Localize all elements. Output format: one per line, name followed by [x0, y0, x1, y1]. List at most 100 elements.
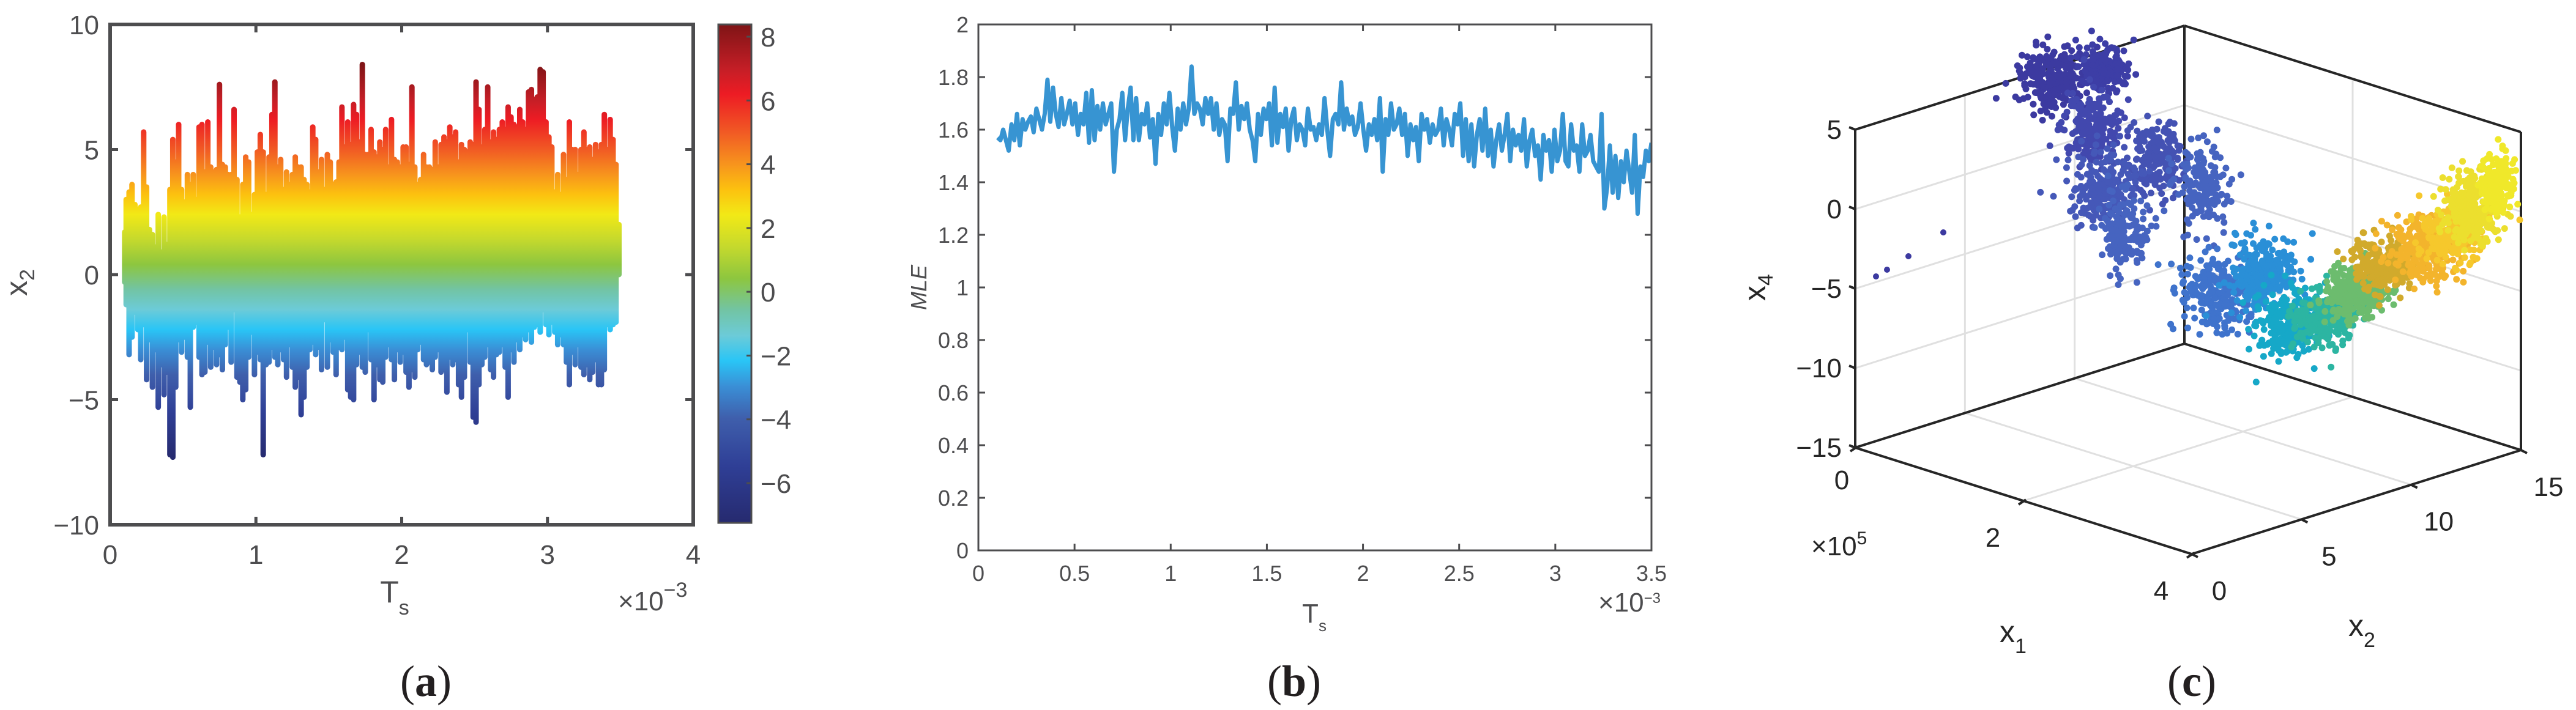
- scatter-point: [2089, 41, 2096, 48]
- scatter-point: [2220, 229, 2227, 236]
- scatter-point: [2141, 138, 2148, 145]
- scatter-point: [2181, 312, 2188, 320]
- scatter-point: [2094, 103, 2102, 111]
- scatter-point: [2213, 127, 2220, 134]
- xtick-label: 1: [248, 540, 263, 570]
- colorbar-ticks: [746, 35, 751, 484]
- x2-dense-band: [292, 209, 296, 320]
- z-tick: [1848, 285, 1856, 290]
- scatter-point: [2369, 250, 2376, 257]
- xtick-label: 0: [103, 540, 117, 570]
- scatter-point: [2411, 285, 2418, 292]
- scatter-point: [2298, 275, 2306, 283]
- scatter-point: [2058, 119, 2065, 126]
- ztick-label: 5: [1827, 115, 1842, 145]
- scatter-point: [2460, 267, 2467, 275]
- scatter-point: [2037, 108, 2044, 114]
- scatter-point: [2121, 211, 2128, 218]
- scatter-point: [2165, 167, 2173, 174]
- xtick-label: 3: [540, 540, 555, 570]
- ytick-label: 1: [956, 275, 969, 300]
- xtick-label: 2: [1357, 561, 1369, 586]
- ztick-label: −10: [1796, 353, 1842, 383]
- x2-dense-band: [607, 209, 611, 320]
- scatter-point: [2397, 226, 2405, 234]
- scatter-point: [2265, 223, 2273, 230]
- scatter-point: [2336, 287, 2343, 294]
- scatter-point: [2438, 244, 2445, 251]
- x2-dense-band: [242, 209, 247, 320]
- scatter-point: [2471, 174, 2479, 182]
- scatter-point: [2315, 339, 2322, 347]
- scatter-point: [2063, 177, 2071, 185]
- x2-dense-band: [251, 214, 255, 320]
- scatter-point: [2138, 168, 2145, 176]
- x2-dense-band: [531, 209, 535, 320]
- scatter-point: [2506, 203, 2514, 210]
- scatter-point: [2269, 340, 2277, 347]
- ytick-label: 0.4: [938, 433, 969, 458]
- scatter-point: [2419, 268, 2427, 275]
- scatter-point: [2463, 198, 2470, 205]
- x2-dense-band: [540, 209, 544, 310]
- ytick-label: 1.2: [938, 223, 969, 248]
- scatter-point: [2063, 79, 2070, 86]
- outlier-point: [1884, 267, 1890, 273]
- panel-b-ylabel: MLE: [906, 264, 931, 310]
- scatter-point: [2026, 62, 2033, 70]
- x2-scatter-bars: [122, 61, 622, 460]
- scatter-point: [2152, 215, 2159, 222]
- scatter-point: [2088, 185, 2096, 192]
- x2-dense-band: [348, 209, 352, 320]
- ytick-label: −5: [69, 386, 99, 416]
- scatter-point: [2496, 201, 2503, 207]
- scatter-point: [2113, 218, 2121, 226]
- ytick-label: 0.6: [938, 380, 969, 405]
- box-edge: [2184, 342, 2522, 451]
- scatter-point: [2271, 302, 2278, 309]
- scatter-point: [2458, 202, 2465, 210]
- scatter-point: [2233, 297, 2241, 304]
- scatter-point: [2490, 194, 2497, 202]
- x2-dense-band: [143, 209, 147, 320]
- x2-dense-band: [543, 209, 547, 310]
- scatter-point: [2243, 307, 2250, 314]
- scatter-point: [2252, 322, 2260, 330]
- scatter-point: [2021, 82, 2028, 89]
- x2-dense-band: [313, 209, 316, 320]
- scatter-point: [2477, 220, 2485, 227]
- scatter-point: [2393, 251, 2400, 258]
- scatter-point: [2225, 180, 2233, 188]
- scatter-point: [2185, 153, 2192, 161]
- scatter-point: [2165, 155, 2172, 162]
- x2-dense-band: [199, 209, 203, 320]
- scatter-point: [2212, 320, 2219, 328]
- grid-line: [1855, 263, 2185, 369]
- scatter-point: [2206, 290, 2213, 297]
- x2-dense-band: [266, 209, 270, 320]
- x2-dense-band: [353, 209, 357, 320]
- scatter-point: [2439, 261, 2446, 268]
- scatter-point: [2082, 68, 2089, 75]
- scatter-point: [2268, 272, 2275, 279]
- scatter-point: [2307, 301, 2314, 309]
- x2-dense-band: [303, 209, 308, 320]
- scatter-point: [2170, 176, 2178, 183]
- scatter-point: [2162, 197, 2169, 204]
- scatter-point: [2345, 322, 2353, 329]
- x2-dense-band: [193, 209, 197, 320]
- x2-dense-band: [298, 209, 302, 320]
- panel-a-exponent: ×10−3: [618, 579, 687, 616]
- scatter-point: [2384, 286, 2391, 294]
- scatter-point: [2154, 261, 2162, 268]
- scatter-point: [2099, 251, 2106, 259]
- scatter-point: [2455, 179, 2463, 187]
- z-tick: [1848, 364, 1856, 369]
- mle-line: [996, 64, 1651, 216]
- scatter-point: [2102, 40, 2109, 47]
- scatter-point: [2275, 358, 2282, 365]
- scatter-point: [2113, 213, 2120, 221]
- scatter-point: [2039, 41, 2047, 48]
- x2-dense-band: [420, 209, 425, 320]
- scatter-point: [2260, 282, 2268, 289]
